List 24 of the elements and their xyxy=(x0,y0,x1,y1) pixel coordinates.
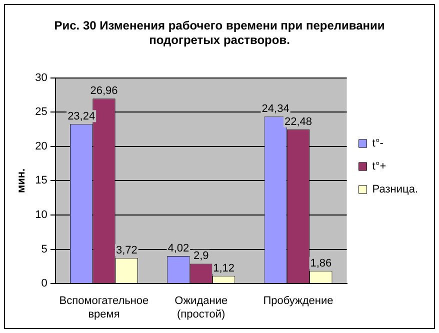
data-label: 1,12 xyxy=(213,262,234,274)
data-label: 26,96 xyxy=(90,85,118,98)
chart-title: Рис. 30 Изменения рабочего времени при переливании подогретых растворов. xyxy=(54,18,385,47)
legend-label: Разница. xyxy=(372,184,418,196)
data-label: 4,02 xyxy=(168,242,190,255)
y-tick-label: 15 xyxy=(35,174,48,187)
x-tick-label: Вспомогательное время xyxy=(59,295,149,320)
data-label: 24,34 xyxy=(262,103,290,116)
data-label: 2,9 xyxy=(193,250,209,262)
y-tick-label: 20 xyxy=(35,140,48,152)
y-tick-label: 30 xyxy=(35,72,48,84)
data-label: 22,48 xyxy=(284,116,312,128)
y-tick-label: 10 xyxy=(35,209,48,222)
x-tick-label: Пробуждение xyxy=(263,295,334,308)
y-tick-label: 25 xyxy=(35,106,48,118)
data-label: 3,72 xyxy=(116,244,138,257)
y-tick-label: 0 xyxy=(41,278,48,290)
legend-label: t°- xyxy=(372,138,384,150)
data-label: 23,24 xyxy=(68,110,96,123)
x-tick-label: Ожидание (простой) xyxy=(174,295,228,320)
data-label: 1,86 xyxy=(310,257,332,270)
y-axis-title: мин. xyxy=(16,168,28,194)
y-tick-label: 5 xyxy=(41,243,48,256)
legend-label: t°+ xyxy=(372,160,386,173)
